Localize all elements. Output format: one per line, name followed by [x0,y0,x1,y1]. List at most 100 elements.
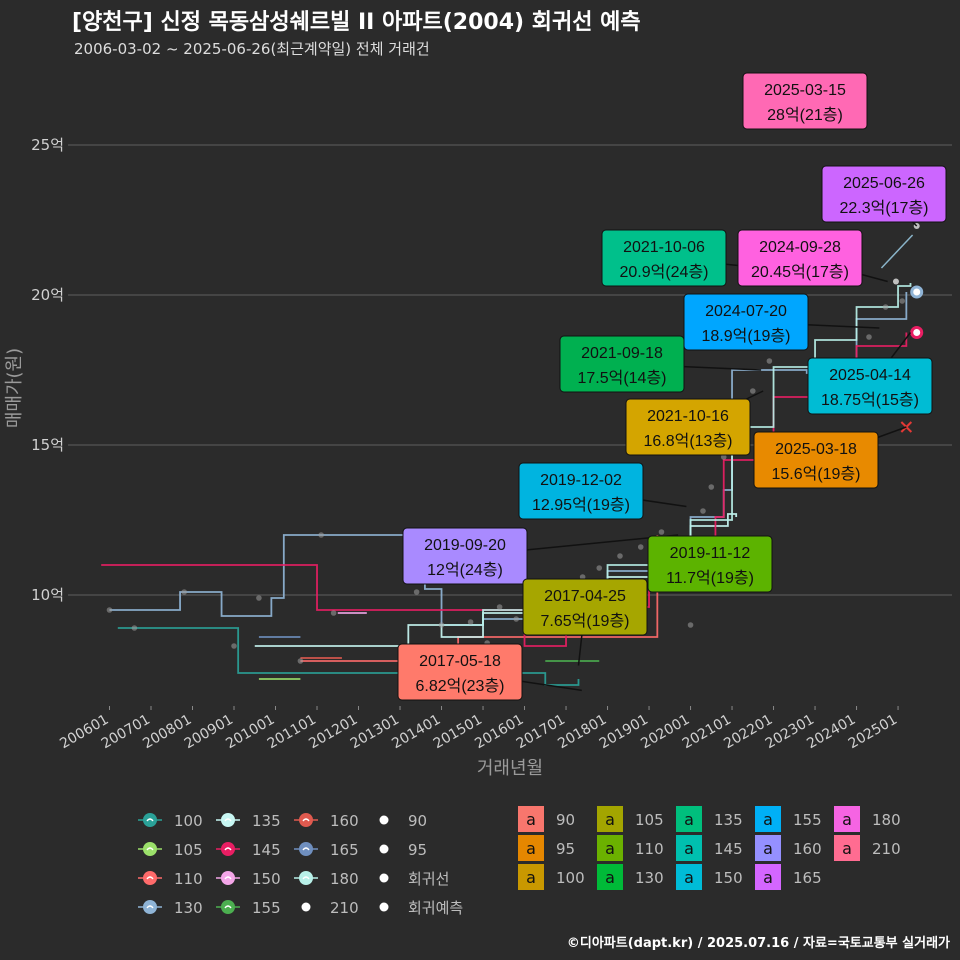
legend-key-label: 135 [714,811,743,829]
annotation-date: 2021-10-06 [623,239,705,256]
y-tick-label: 25억 [31,136,64,154]
annotation-2021-10-16: 2021-10-16 16.8억(13층) [625,390,764,456]
annotation-value: 15.6억(19층) [771,465,860,483]
legend-key-label: 155 [793,811,822,829]
legend-label: 135 [252,812,281,830]
annotation-date: 2024-09-28 [759,239,841,256]
legend-key-letter: a [763,868,773,887]
legend-key-180: a 180 [834,806,901,832]
legend-key-swatch [676,835,702,861]
legend-key-swatch [755,835,781,861]
legend-key-155: a 155 [755,806,822,832]
annotation-date: 2021-09-18 [581,345,663,362]
legend-key-letter: a [842,810,852,829]
legend-key-label: 210 [872,840,901,858]
legend-key-label: 160 [793,840,822,858]
legend-item-160: 160 [294,812,359,830]
legend-item-90: 90 [379,812,427,830]
legend-icon [143,813,157,827]
x-axis-title: 거래년월 [477,758,543,779]
legend-key-swatch [676,864,702,890]
legend-icon [221,900,235,914]
annotation-date: 2021-10-16 [647,408,729,425]
legend-item-105: 105 [138,841,203,859]
annotation-box [601,229,727,287]
scatter-point [318,532,324,538]
legend-glyph [146,876,154,880]
scatter-point [330,610,337,616]
annotation-box [807,357,933,415]
legend-label: 165 [330,841,359,859]
legend-key-swatch [834,806,860,832]
annotation-box [518,462,644,520]
legend-item-130: 130 [138,899,203,917]
legend-key-label: 165 [793,869,822,887]
legend-item-180: 180 [294,870,359,888]
legend-label: 145 [252,841,281,859]
annotation-date: 2019-11-12 [670,545,751,562]
legend-key-letter: a [526,868,536,887]
legend-glyph [302,876,310,880]
chart-title: [양천구] 신정 목동삼성쉐르빌 II 아파트(2004) 회귀선 예측 [72,10,641,35]
legend-key-swatch [676,806,702,832]
annotation-date: 2017-04-25 [544,588,626,605]
legend-glyph [224,876,232,880]
annotation-value: 7.65억(19층) [540,612,629,630]
legend-key-label: 110 [635,840,664,858]
legend-item-회귀예측: 회귀예측 [379,899,463,917]
legend-key-letter: a [763,810,773,829]
legend-label: 105 [174,841,203,859]
annotation-value: 17.5억(14층) [577,369,666,387]
legend-key-swatch [518,864,544,890]
annotation-2025-06-26: 2025-06-26 22.3억(17층) [821,165,947,227]
legend-key-label: 90 [556,811,575,829]
scatter-point [579,574,586,580]
annotation-date: 2019-09-20 [424,537,506,554]
annotation-box [559,335,685,393]
annotation-2024-07-20: 2024-07-20 18.9억(19층) [683,293,880,351]
legend-glyph [224,818,232,822]
legend-label: 155 [252,899,281,917]
annotation-date: 2019-12-02 [540,472,622,489]
legend-item-150: 150 [216,870,281,888]
legend-label: 110 [174,870,203,888]
legend-label: 160 [330,812,359,830]
scatter-point [700,508,706,514]
annotation-date: 2017-05-18 [419,653,501,670]
legend-glyph [146,818,154,822]
annotation-box [742,72,868,130]
legend-layer: 100 105 110 130 135 145 150 155 160 165 180 210 90 95… [138,806,901,917]
legend-item-210: 210 [301,899,359,917]
legend-item-110: 110 [138,870,203,888]
legend-icon [221,871,235,885]
legend-dot [301,902,311,912]
annotation-value: 18.75억(15층) [821,391,919,409]
series-line-100 [117,627,580,686]
scatter-point [687,622,694,628]
highlight-marker [910,326,924,339]
legend-dot [379,902,389,912]
annotation-value: 11.7억(19층) [666,569,754,587]
legend-key-label: 95 [556,840,575,858]
scatter-point [708,484,715,490]
legend-key-letter: a [526,810,536,829]
legend-icon [221,842,235,856]
annotation-box [647,535,773,593]
annotation-2019-12-02: 2019-12-02 12.95억(19층) [518,462,687,520]
scatter-point [467,619,474,625]
annotation-box [625,398,751,456]
scatter-point [899,298,905,304]
annotation-value: 16.8억(13층) [643,432,732,450]
legend-key-swatch [518,835,544,861]
annotation-value: 20.45억(17층) [751,263,849,281]
legend-glyph [302,847,310,851]
annotation-2024-09-28: 2024-09-28 20.45억(17층) [737,229,888,287]
annotation-box [522,578,648,636]
annotation-box [821,165,947,223]
legend-key-165: a 165 [755,864,822,890]
legend-icon [221,813,235,827]
legend-key-letter: a [763,839,773,858]
scatter-point [106,607,113,613]
annotation-layer: 2025-03-1528억(21층)2025-06-2622.3억(17층)20… [397,72,947,701]
legend-label: 95 [408,841,427,859]
